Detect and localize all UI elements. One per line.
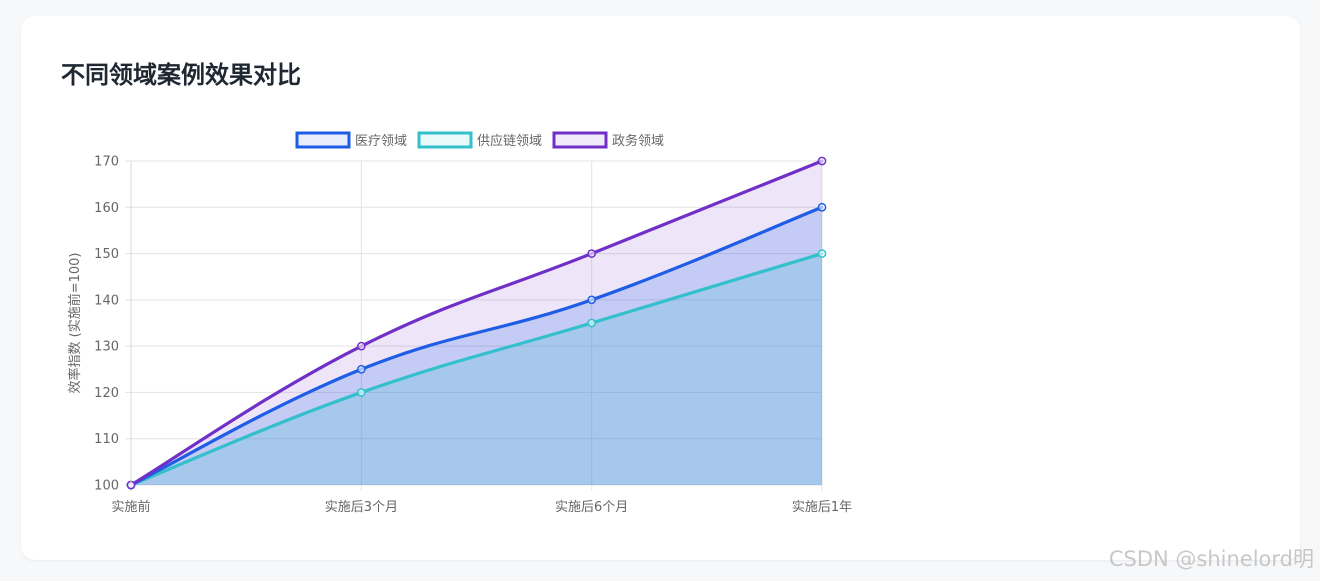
y-tick-label: 160 <box>94 201 119 216</box>
y-tick-label: 100 <box>94 479 119 494</box>
fill-layer <box>131 161 822 486</box>
card-title: 不同领域案例效果对比 <box>61 61 301 89</box>
y-tick-label: 170 <box>94 155 119 170</box>
x-tick-label: 实施后1年 <box>792 500 852 515</box>
data-point[interactable] <box>817 156 827 166</box>
data-point[interactable] <box>356 364 366 374</box>
y-axis-title: 效率指数 (实施前=100) <box>67 253 83 394</box>
series-area-2 <box>131 161 822 485</box>
series-area-1 <box>131 253 822 485</box>
data-point[interactable] <box>817 249 827 258</box>
data-point[interactable] <box>587 318 597 328</box>
watermark: CSDN @shinelord明 <box>1108 547 1314 571</box>
legend-item-1[interactable]: 供应链领域 <box>417 131 542 149</box>
series-line-2 <box>129 159 824 487</box>
y-tick-label: 150 <box>94 247 119 262</box>
y-tick-label: 130 <box>94 340 119 355</box>
legend-swatch <box>295 131 351 149</box>
y-tick-label: 120 <box>94 386 119 401</box>
legend-item-2[interactable]: 政务领域 <box>552 131 664 149</box>
legend: 医疗领域 供应链领域 政务领域 <box>295 131 664 149</box>
legend-label: 政务领域 <box>612 133 664 149</box>
legend-swatch <box>417 131 473 149</box>
data-point[interactable] <box>817 202 827 212</box>
legend-label: 供应链领域 <box>477 133 542 149</box>
chart-card: 不同领域案例效果对比 <box>21 16 1300 560</box>
data-point[interactable] <box>356 388 366 397</box>
data-point[interactable] <box>356 341 366 351</box>
data-point[interactable] <box>587 295 597 305</box>
x-tick-label: 实施前 <box>111 499 150 515</box>
y-tick-label: 140 <box>94 293 119 308</box>
data-point[interactable] <box>587 249 597 258</box>
axis-layer: 100 110 120 130 140 150 160 170 实施前 实施后3个月 实施后6个月 实… <box>67 155 852 516</box>
x-tick-label: 实施后3个月 <box>325 500 398 515</box>
legend-item-0[interactable]: 医疗领域 <box>295 131 407 149</box>
y-tick-label: 110 <box>94 432 119 447</box>
x-tick-label: 实施后6个月 <box>555 500 628 515</box>
legend-label: 医疗领域 <box>355 134 407 149</box>
series-line-0 <box>129 205 824 487</box>
legend-swatch <box>552 131 608 149</box>
line-layer <box>129 159 824 487</box>
series-line-1 <box>129 251 824 487</box>
